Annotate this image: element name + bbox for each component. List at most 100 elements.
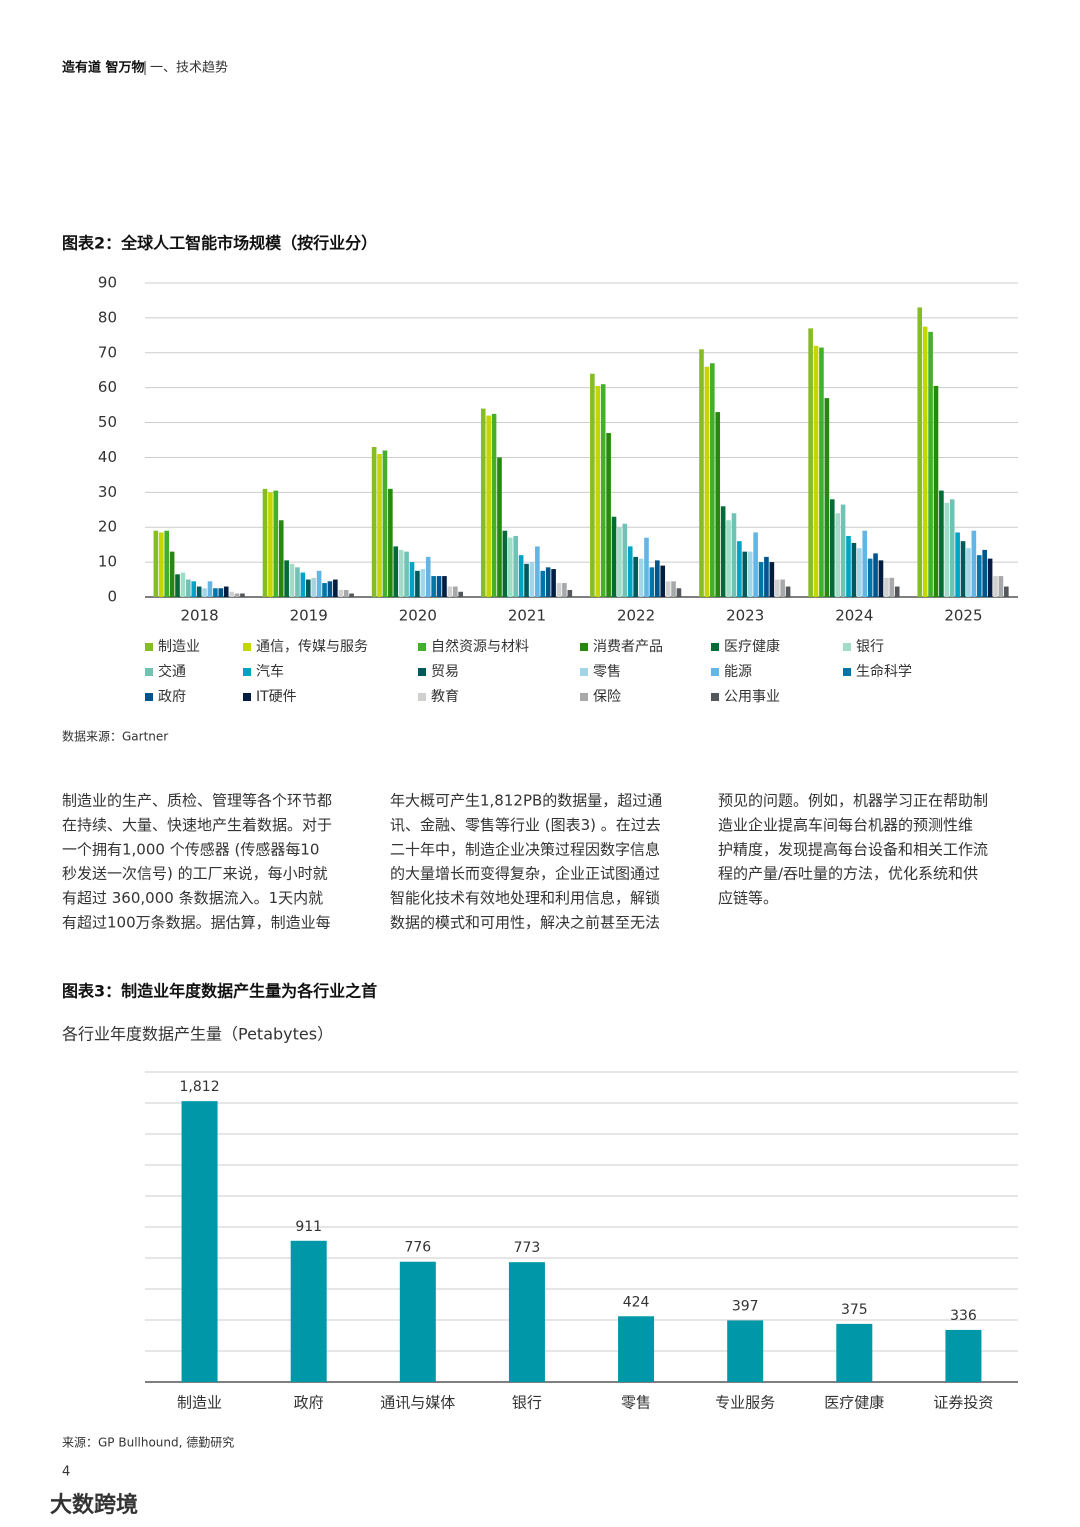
bar xyxy=(186,579,191,597)
legend-swatch xyxy=(843,668,851,676)
bar xyxy=(431,576,436,597)
legend-swatch xyxy=(243,643,251,651)
bar xyxy=(699,349,704,597)
legend-swatch xyxy=(243,693,251,701)
bar xyxy=(316,570,322,597)
bar xyxy=(452,586,458,597)
x-tick-label: 2023 xyxy=(726,607,764,625)
bar xyxy=(785,586,791,597)
x-tick-label: 医疗健康 xyxy=(824,1394,884,1412)
bar xyxy=(769,562,775,597)
bar xyxy=(436,576,442,597)
bar xyxy=(949,499,955,597)
bar xyxy=(393,546,399,597)
bar xyxy=(486,415,491,597)
bar xyxy=(415,570,420,597)
bar xyxy=(846,535,851,597)
x-tick-label: 零售 xyxy=(621,1394,651,1412)
data-label: 773 xyxy=(514,1240,541,1256)
bar xyxy=(649,567,655,597)
legend-swatch xyxy=(243,668,251,676)
legend-label: 教育 xyxy=(431,689,459,705)
legend-label: 公用事业 xyxy=(724,689,780,705)
bar xyxy=(556,583,562,597)
bar xyxy=(835,513,840,597)
y-tick-label: 40 xyxy=(98,448,117,466)
bar xyxy=(774,579,780,597)
y-tick-label: 80 xyxy=(98,308,117,326)
bar xyxy=(273,490,279,597)
bar xyxy=(284,560,289,597)
legend-label: 保险 xyxy=(593,689,621,705)
bar xyxy=(540,570,546,597)
bar xyxy=(480,408,486,597)
bar xyxy=(398,549,404,597)
data-label: 911 xyxy=(295,1219,322,1235)
legend-label: 交通 xyxy=(158,663,186,680)
bar xyxy=(889,577,895,597)
x-tick-label: 2019 xyxy=(290,607,328,625)
bar xyxy=(611,516,617,597)
bar xyxy=(180,572,186,597)
header-section: 一、技术趋势 xyxy=(150,60,228,76)
bar xyxy=(409,562,415,597)
bar xyxy=(960,541,966,597)
body-text: 数据的模式和可用性，解决之前甚至无法 xyxy=(390,914,660,932)
data-label: 375 xyxy=(841,1302,868,1318)
bar xyxy=(813,345,819,597)
bar xyxy=(196,586,202,597)
bar xyxy=(497,457,502,597)
x-tick-label: 通讯与媒体 xyxy=(380,1394,455,1412)
bar xyxy=(442,576,447,597)
bar xyxy=(545,567,551,597)
legend-swatch xyxy=(580,693,588,701)
bar xyxy=(933,385,939,597)
bar xyxy=(644,537,649,597)
bar xyxy=(945,1329,982,1382)
bar xyxy=(627,546,633,597)
y-tick-label: 50 xyxy=(98,413,117,431)
bar xyxy=(878,560,884,597)
x-tick-label: 2022 xyxy=(617,607,655,625)
bar xyxy=(371,446,377,597)
bar xyxy=(982,549,987,597)
bar xyxy=(262,488,268,597)
bar xyxy=(671,581,676,597)
chart-subtitle: 各行业年度数据产生量（Petabytes） xyxy=(62,1025,333,1044)
body-text: 应链等。 xyxy=(718,889,778,907)
bar xyxy=(551,569,556,597)
bar xyxy=(638,558,644,597)
bar xyxy=(567,590,573,597)
bar xyxy=(824,398,830,597)
legend-label: 零售 xyxy=(593,664,621,680)
bar xyxy=(894,586,900,597)
y-tick-label: 10 xyxy=(98,553,117,571)
bar xyxy=(840,504,846,597)
body-text: 智能化技术有效地处理和利用信息，解锁 xyxy=(390,889,660,907)
bar xyxy=(181,1101,218,1382)
legend-label: 自然资源与材料 xyxy=(431,638,529,655)
body-text: 二十年中，制造企业决策过程因数字信息 xyxy=(390,840,660,858)
x-tick-label: 2020 xyxy=(399,607,437,625)
bar xyxy=(851,542,857,597)
bar xyxy=(491,413,497,597)
bar xyxy=(268,492,273,597)
y-tick-label: 20 xyxy=(98,518,117,536)
bar xyxy=(311,577,317,597)
bar xyxy=(710,363,715,597)
y-tick-label: 90 xyxy=(98,274,117,292)
bar xyxy=(884,577,889,597)
body-text: 在持续、大量、快速地产生着数据。对于 xyxy=(62,816,332,834)
data-label: 424 xyxy=(623,1294,650,1310)
x-tick-label: 2018 xyxy=(180,607,218,625)
bar xyxy=(655,560,660,597)
bar xyxy=(399,1261,436,1382)
bar xyxy=(234,593,240,597)
legend-swatch xyxy=(145,643,153,651)
legend-label: 汽车 xyxy=(256,663,284,680)
legend-label: 制造业 xyxy=(158,639,200,655)
data-label: 776 xyxy=(404,1240,431,1256)
bar xyxy=(836,1323,873,1382)
bar xyxy=(305,579,311,597)
